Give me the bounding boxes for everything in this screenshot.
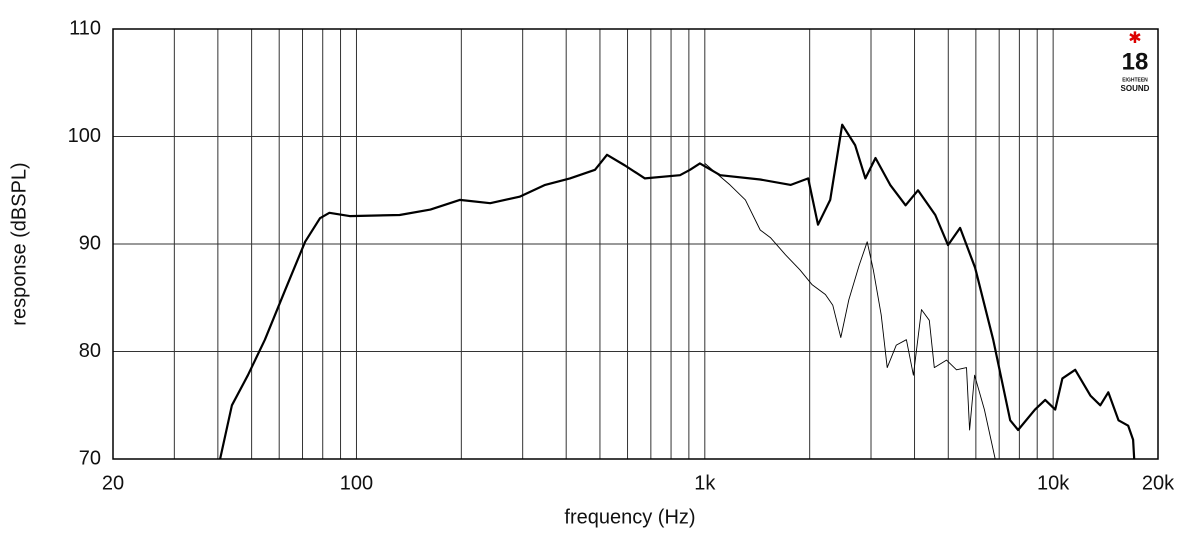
y-tick-label: 80 — [79, 340, 101, 362]
y-tick-label: 70 — [79, 447, 101, 469]
logo-star: ✱ — [1128, 30, 1141, 47]
x-tick-label: 100 — [340, 472, 373, 494]
y-tick-label: 100 — [68, 125, 101, 147]
x-axis-label: frequency (Hz) — [564, 506, 695, 528]
logo-number: 18 — [1122, 48, 1149, 75]
logo-text: EIGHTEEN — [1122, 77, 1148, 83]
x-tick-label: 20 — [102, 472, 124, 494]
logo-text: SOUND — [1121, 84, 1150, 93]
plot-frame — [112, 28, 1159, 460]
x-tick-label: 20k — [1142, 472, 1175, 494]
y-tick-label: 110 — [69, 17, 101, 39]
y-tick-label: 90 — [79, 232, 101, 254]
x-tick-label: 1k — [694, 472, 716, 494]
x-tick-label: 10k — [1037, 472, 1070, 494]
y-axis-label: response (dBSPL) — [8, 162, 30, 325]
response-line — [704, 163, 996, 460]
response-line — [219, 123, 1136, 460]
